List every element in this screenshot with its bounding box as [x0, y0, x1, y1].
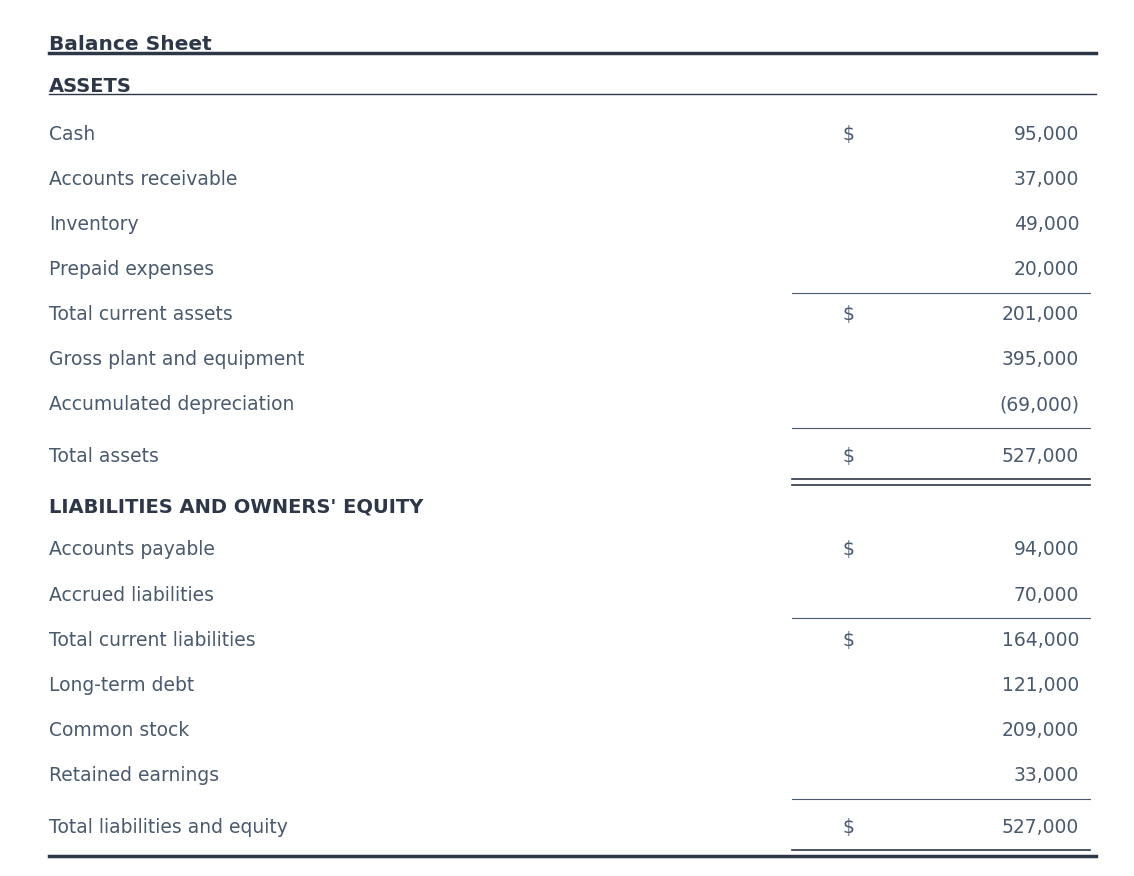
Text: (69,000): (69,000)	[999, 395, 1080, 414]
Text: $: $	[843, 631, 855, 650]
Text: Balance Sheet: Balance Sheet	[49, 34, 212, 53]
Text: LIABILITIES AND OWNERS' EQUITY: LIABILITIES AND OWNERS' EQUITY	[49, 497, 424, 516]
Text: Total liabilities and equity: Total liabilities and equity	[49, 818, 288, 837]
Text: 527,000: 527,000	[1002, 818, 1080, 837]
Text: $: $	[843, 305, 855, 324]
Text: 94,000: 94,000	[1014, 540, 1080, 560]
Text: Gross plant and equipment: Gross plant and equipment	[49, 350, 305, 370]
Text: 49,000: 49,000	[1014, 215, 1080, 234]
Text: Accounts receivable: Accounts receivable	[49, 170, 237, 189]
Text: 209,000: 209,000	[1002, 721, 1080, 740]
Text: 95,000: 95,000	[1014, 124, 1080, 144]
Text: $: $	[843, 124, 855, 144]
Text: Inventory: Inventory	[49, 215, 138, 234]
Text: 527,000: 527,000	[1002, 447, 1080, 466]
Text: 164,000: 164,000	[1001, 631, 1080, 650]
Text: Total current liabilities: Total current liabilities	[49, 631, 256, 650]
Text: 70,000: 70,000	[1014, 585, 1080, 604]
Text: ASSETS: ASSETS	[49, 77, 132, 96]
Text: Cash: Cash	[49, 124, 95, 144]
Text: 121,000: 121,000	[1002, 675, 1080, 695]
Text: Prepaid expenses: Prepaid expenses	[49, 260, 214, 279]
Text: 20,000: 20,000	[1014, 260, 1080, 279]
Text: Total current assets: Total current assets	[49, 305, 232, 324]
Text: $: $	[843, 540, 855, 560]
Text: 201,000: 201,000	[1002, 305, 1080, 324]
Text: Accounts payable: Accounts payable	[49, 540, 215, 560]
Text: Accrued liabilities: Accrued liabilities	[49, 585, 214, 604]
Text: Total assets: Total assets	[49, 447, 159, 466]
Text: 37,000: 37,000	[1014, 170, 1080, 189]
Text: $: $	[843, 447, 855, 466]
Text: $: $	[843, 818, 855, 837]
Text: 395,000: 395,000	[1002, 350, 1080, 370]
Text: 33,000: 33,000	[1014, 766, 1080, 785]
Text: Long-term debt: Long-term debt	[49, 675, 194, 695]
Text: Accumulated depreciation: Accumulated depreciation	[49, 395, 295, 414]
Text: Retained earnings: Retained earnings	[49, 766, 219, 785]
Text: Common stock: Common stock	[49, 721, 189, 740]
